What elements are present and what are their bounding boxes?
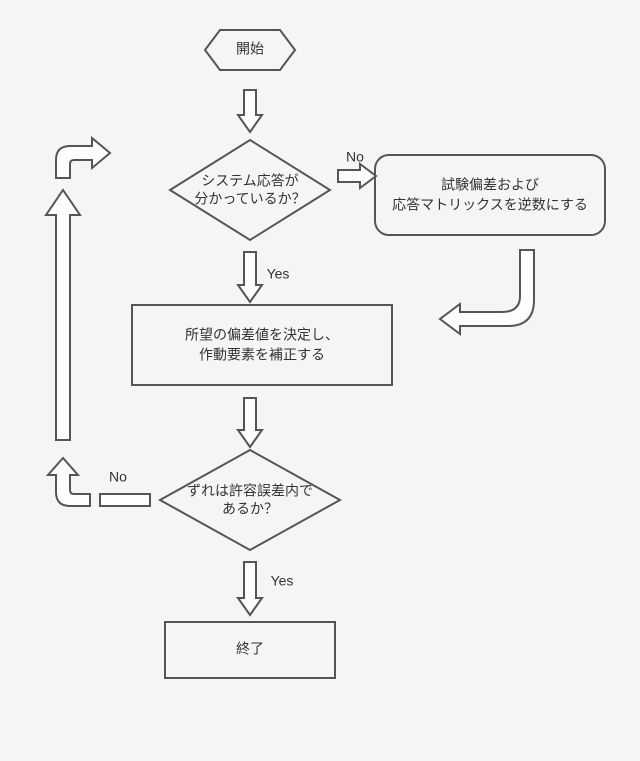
label-yes2: Yes [271, 573, 294, 589]
node-process-right: 試験偏差および 応答マトリックスを逆数にする [375, 155, 605, 235]
decision2-line2: あるか？ [222, 501, 278, 517]
end-label: 終了 [236, 641, 264, 657]
start-label: 開始 [236, 41, 264, 57]
arrow-d2-yes: Yes [238, 562, 293, 615]
decision1-line1: システム応答が [201, 173, 299, 189]
decision1-line2: 分かっているか？ [194, 191, 305, 207]
arrow-right-to-mid [440, 250, 534, 334]
label-no1: No [346, 149, 364, 165]
node-process-mid: 所望の偏差値を決定し、 作動要素を補正する [132, 305, 392, 385]
process-mid-line2: 作動要素を補正する [199, 347, 325, 363]
node-end: 終了 [165, 622, 335, 678]
flowchart-canvas: 開始 システム応答が 分かっているか？ No 試験偏差および 応答マトリックスを… [0, 0, 640, 761]
arrow-loop-up [46, 190, 80, 440]
node-decision1: システム応答が 分かっているか？ [170, 140, 330, 240]
process-right-line2: 応答マトリックスを逆数にする [392, 197, 588, 213]
process-mid-line1: 所望の偏差値を決定し、 [185, 327, 339, 343]
arrow-start-to-d1 [238, 90, 262, 132]
arrow-loop-top-right [56, 138, 110, 178]
arrow-d1-yes: Yes [238, 252, 289, 302]
node-start: 開始 [205, 30, 295, 70]
arrow-d1-no: No [338, 149, 376, 188]
arrow-mid-to-d2 [238, 398, 262, 447]
decision2-line1: ずれは許容誤差内で [187, 483, 313, 499]
label-no2: No [109, 469, 127, 485]
label-yes1: Yes [267, 266, 290, 282]
node-decision2: ずれは許容誤差内で あるか？ [160, 450, 340, 550]
arrow-d2-no: No [48, 458, 150, 506]
process-right-line1: 試験偏差および [441, 177, 539, 193]
